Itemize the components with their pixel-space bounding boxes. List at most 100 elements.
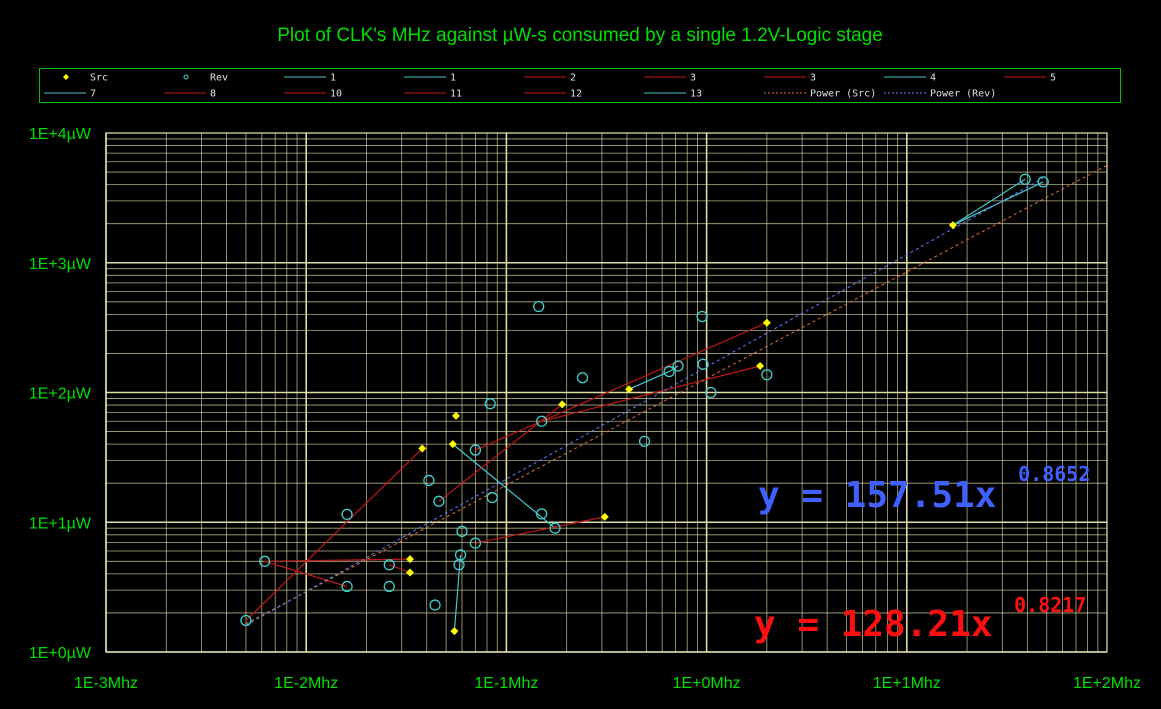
src-point (406, 568, 415, 577)
rev-point (549, 522, 561, 534)
equation-rev: y = 157.51x 0.8652 (758, 462, 1090, 516)
rev-point (663, 365, 675, 378)
series-line-1 (952, 178, 1026, 226)
rev-point (484, 398, 496, 410)
src-point (756, 362, 765, 371)
rev-point (1037, 176, 1049, 188)
series-line-1 (952, 181, 1044, 226)
trendline-src (245, 164, 1108, 625)
x-tick-label: 1E+1Mhz (873, 675, 941, 692)
legend-entry: Power (Rev) (884, 89, 996, 100)
legend-label: Power (Src) (810, 89, 876, 100)
legend-marker-diamond (63, 74, 69, 80)
rev-point (341, 508, 353, 521)
rev-point (454, 549, 467, 561)
rev-point (533, 300, 545, 313)
x-tick-label: 1E-2Mhz (274, 675, 338, 692)
src-point (600, 512, 609, 521)
x-tick-label: 1E+0Mhz (673, 675, 741, 692)
x-tick-label: 1E-3Mhz (74, 675, 138, 692)
legend-entry: 3 (644, 73, 696, 84)
series-line-4 (452, 443, 556, 529)
legend-entry: 1 (284, 73, 336, 84)
series-line-10 (475, 516, 605, 544)
rev-point (536, 415, 548, 427)
rev-point (433, 495, 445, 507)
series-line-7 (628, 365, 679, 390)
legend-label: 5 (1050, 73, 1056, 84)
equations: y = 157.51x 0.8652 y = 128.21x 0.8217 (754, 462, 1090, 645)
legend-entry: 5 (1004, 73, 1056, 84)
rev-point (423, 474, 435, 487)
rev-point (638, 435, 651, 448)
legend-label: 7 (90, 89, 96, 100)
legend-label: Power (Rev) (930, 89, 996, 100)
legend-entry: 11 (404, 89, 462, 100)
legend-entry: 13 (644, 89, 702, 100)
legend-entry: 3 (764, 73, 816, 84)
rev-point (383, 559, 395, 571)
y-tick-label: 1E+2µW (29, 386, 92, 403)
src-point (406, 555, 415, 564)
legend-entry: 8 (164, 89, 216, 100)
trendlines (245, 164, 1108, 626)
legend-label: 10 (330, 89, 342, 100)
series-line-3 (264, 558, 411, 562)
legend: Src Rev 1 1 2 3 3 4 57 8 10 11 12 13 Power (Src) Power … (39, 68, 1121, 103)
equation-src: y = 128.21x 0.8217 (754, 593, 1086, 645)
legend-label: 13 (690, 89, 702, 100)
legend-label: 11 (450, 89, 462, 100)
series-line-3 (389, 564, 411, 574)
rev-point (536, 508, 548, 520)
rev-point (383, 580, 395, 593)
rev-point (469, 444, 482, 456)
legend-label: 1 (330, 73, 336, 84)
legend-entry: 7 (44, 89, 96, 100)
legend-label: 4 (930, 73, 936, 84)
src-point (948, 221, 957, 230)
series-line-11 (541, 365, 761, 422)
equation-rev-exponent: 0.8652 (1018, 462, 1090, 486)
y-tick-label: 1E+3µW (29, 256, 92, 273)
src-point (762, 318, 771, 327)
x-tick-label: 1E-1Mhz (474, 675, 538, 692)
rev-point (1019, 173, 1031, 185)
src-point (451, 411, 460, 420)
equation-rev-text: y = 157.51x (758, 475, 996, 516)
legend-label: 2 (570, 73, 576, 84)
legend-entry: 4 (884, 73, 936, 84)
legend-entry: Src (63, 73, 108, 84)
axes: 1E-3Mhz 1E-2Mhz 1E-1Mhz 1E+0Mhz 1E+1Mhz 1E+2M… (29, 126, 1141, 692)
rev-point (258, 555, 271, 567)
rev-point (696, 310, 708, 323)
legend-frame (39, 68, 1121, 103)
equation-src-text: y = 128.21x (754, 604, 992, 645)
plot-frame (105, 132, 1108, 653)
series-line-2 (245, 448, 423, 621)
trendline-rev (245, 177, 1044, 626)
y-tick-label: 1E+1µW (29, 515, 92, 532)
legend-label: Src (90, 73, 108, 84)
legend-entry: 2 (524, 73, 576, 84)
rev-point (456, 525, 468, 538)
legend-entry: 1 (404, 73, 456, 84)
rev-point (672, 360, 684, 372)
src-point (625, 385, 634, 394)
legend-label: 1 (450, 73, 456, 84)
src-point (558, 400, 567, 409)
x-tick-label: 1E+2Mhz (1073, 675, 1141, 692)
legend-entry: Power (Src) (764, 89, 876, 100)
rev-point (705, 386, 717, 399)
series-line-8 (475, 322, 768, 451)
rev-point (240, 614, 252, 627)
legend-label: 3 (810, 73, 816, 84)
markers (240, 173, 1049, 636)
rev-point (761, 369, 773, 381)
rev-point (341, 580, 353, 593)
y-tick-label: 1E+0µW (29, 645, 92, 662)
legend-entry: 10 (284, 89, 342, 100)
legend-label: Rev (210, 73, 228, 84)
series-line-13 (453, 554, 462, 632)
series-lines (245, 178, 1044, 632)
rev-point (429, 599, 441, 611)
